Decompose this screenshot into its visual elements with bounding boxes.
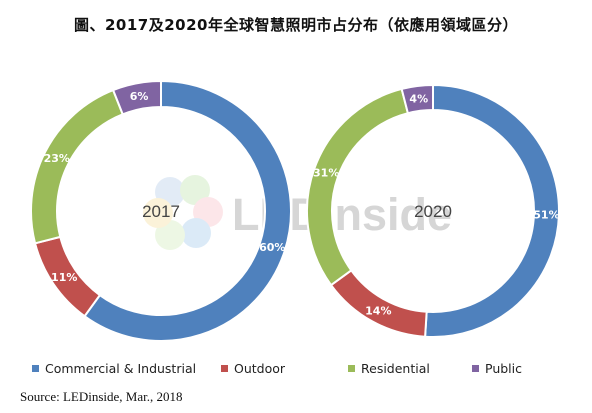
chart-title: 圖、2017及2020年全球智慧照明市占分布（依應用領域區分） xyxy=(74,16,518,34)
legend-label: Public xyxy=(485,360,522,376)
donut-2017: 60% 11% 23% 6% 2017 xyxy=(30,79,292,342)
center-year-label: 2020 xyxy=(414,202,452,221)
data-label: 11% xyxy=(51,271,77,284)
data-label: 6% xyxy=(130,90,149,103)
legend-item-public: Public xyxy=(472,360,522,376)
legend-label: Commercial & Industrial xyxy=(45,360,197,376)
center-year-label: 2017 xyxy=(142,202,180,221)
legend-swatch xyxy=(32,364,39,372)
legend-swatch xyxy=(348,364,355,372)
legend-item-residential: Residential xyxy=(348,360,430,376)
watermark: LEDinside xyxy=(143,175,452,250)
legend-swatch xyxy=(472,364,479,372)
data-label: 31% xyxy=(313,167,339,180)
data-label: 60% xyxy=(259,241,285,254)
flower-logo-icon xyxy=(143,175,223,250)
source-note: Source: LEDinside, Mar., 2018 xyxy=(20,389,183,404)
donut-slice-public xyxy=(111,79,162,116)
donut-slice-residential xyxy=(306,87,410,287)
data-label: 51% xyxy=(533,209,559,222)
data-label: 14% xyxy=(365,304,391,317)
donut-slice-residential xyxy=(30,88,125,245)
legend-item-commercial-industrial: Commercial & Industrial xyxy=(32,360,196,376)
legend-label: Residential xyxy=(361,360,430,376)
donut-slice-commercial-industrial xyxy=(83,79,292,342)
data-label: 4% xyxy=(409,92,428,105)
data-label: 23% xyxy=(44,152,70,165)
donut-slice-commercial-industrial xyxy=(424,83,560,338)
legend-label: Outdoor xyxy=(234,360,286,376)
legend-item-outdoor: Outdoor xyxy=(221,360,285,376)
donut-slice-public xyxy=(400,83,434,115)
legend-swatch xyxy=(221,364,228,372)
donut-2020: 51% 14% 31% 4% 2020 xyxy=(306,83,560,338)
